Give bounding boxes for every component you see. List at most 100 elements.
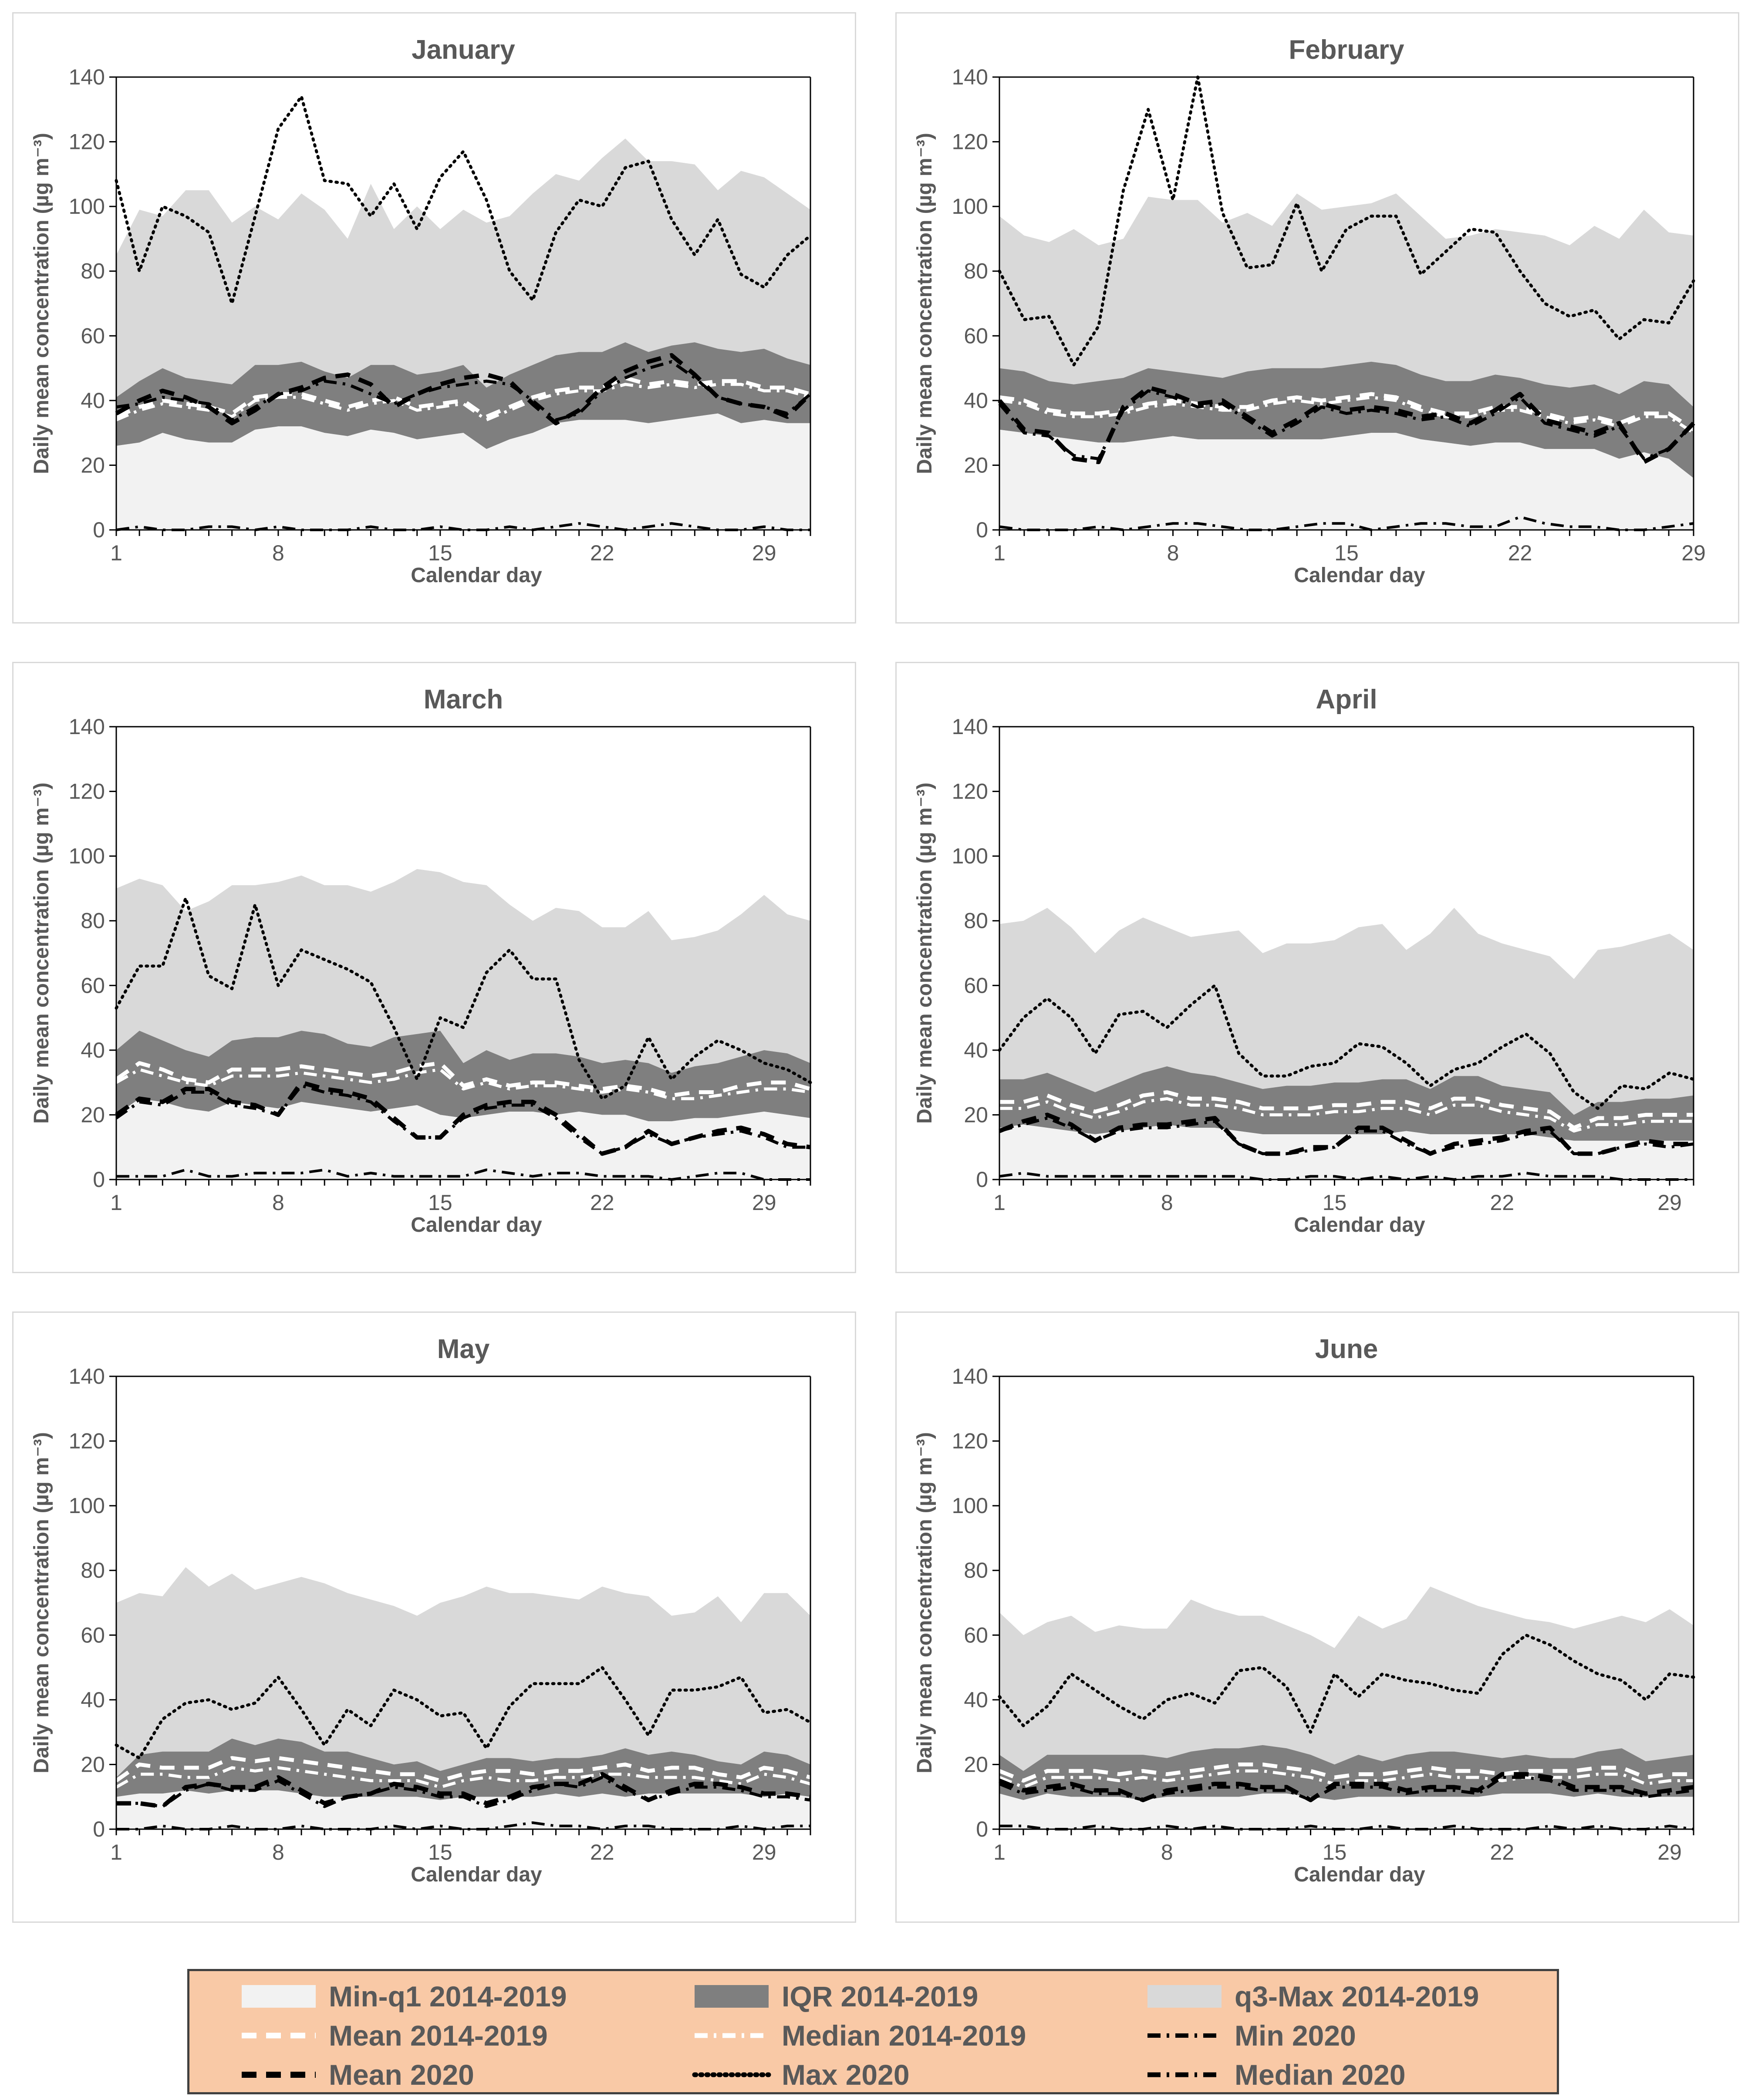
y-tick-label-may: 40 — [81, 1688, 105, 1712]
y-tick-label-march: 140 — [69, 715, 105, 739]
series-max2020-march — [115, 897, 812, 1100]
y-tick-label-march: 80 — [81, 909, 105, 933]
legend-swatch-iqr — [695, 1985, 769, 2008]
x-tick-label-january: 1 — [110, 541, 122, 565]
y-tick-label-february: 140 — [952, 65, 988, 89]
x-tick-label-may: 15 — [428, 1840, 452, 1864]
y-tick-label-april: 40 — [964, 1038, 988, 1062]
x-tick-label-february: 15 — [1334, 541, 1359, 565]
chart-panel-march: March 0 20 40 60 80 100 120 140 1 8 15 22 29 Calendar … — [12, 662, 856, 1273]
series-max2020-may — [115, 1666, 812, 1760]
y-tick-label-april: 100 — [952, 844, 988, 868]
x-axis-label-march: Calendar day — [411, 1213, 542, 1237]
x-axis-label-june: Calendar day — [1294, 1863, 1425, 1886]
y-tick-label-april: 60 — [964, 973, 988, 998]
series-mean-hist-june — [999, 1762, 1694, 1783]
chart-svg-april: April 0 20 40 60 80 100 120 140 1 8 15 22 29 Calendar … — [913, 684, 1695, 1237]
y-tick-label-march: 120 — [69, 779, 105, 804]
legend-label-q3max: q3-Max 2014-2019 — [1235, 1980, 1479, 2012]
y-tick-label-january: 100 — [69, 194, 105, 219]
series-median-hist-february — [999, 395, 1694, 435]
y-tick-label-april: 20 — [964, 1102, 988, 1127]
chart-panel-january: January 0 20 40 60 80 100 120 140 1 8 15 22 29 Calenda… — [12, 12, 856, 624]
x-tick-label-march: 1 — [110, 1190, 122, 1215]
band-q3-max-may — [116, 1567, 810, 1778]
x-axis-label-february: Calendar day — [1294, 564, 1425, 587]
y-tick-label-february: 120 — [952, 130, 988, 154]
x-tick-label-may: 8 — [272, 1840, 284, 1864]
chart-title-may: May — [437, 1334, 490, 1364]
band-q3-max-april — [999, 908, 1694, 1115]
x-tick-label-march: 22 — [590, 1190, 614, 1215]
y-tick-label-may: 80 — [81, 1558, 105, 1583]
band-q3-max-january — [116, 138, 810, 398]
series-mean2020-february — [998, 385, 1695, 464]
legend-swatch-minq1 — [242, 1985, 316, 2008]
x-tick-label-april: 22 — [1490, 1190, 1514, 1215]
series-mean-hist-may — [115, 1756, 811, 1783]
band-iqr-february — [999, 361, 1694, 479]
x-tick-label-june: 15 — [1323, 1840, 1347, 1864]
series-mean-hist-march — [115, 1061, 811, 1098]
y-tick-label-april: 0 — [976, 1167, 988, 1192]
y-tick-label-june: 140 — [952, 1364, 988, 1389]
series-max2020-february — [998, 75, 1695, 367]
series-max2020-january — [115, 95, 812, 305]
chart-panel-may: May 0 20 40 60 80 100 120 140 1 8 15 22 29 Calendar da… — [12, 1311, 856, 1923]
y-tick-label-june: 120 — [952, 1429, 988, 1453]
series-mean2020-may — [116, 1772, 811, 1809]
y-tick-label-january: 40 — [81, 388, 105, 413]
y-axis-label-june: Daily mean concentration (µg m⁻³) — [913, 1432, 936, 1773]
legend-label-mean2020: Mean 2020 — [329, 2059, 474, 2091]
x-tick-label-march: 15 — [428, 1190, 452, 1215]
y-tick-label-january: 60 — [81, 324, 105, 348]
x-tick-label-june: 22 — [1490, 1840, 1514, 1864]
x-tick-label-january: 22 — [590, 541, 614, 565]
y-tick-label-april: 120 — [952, 779, 988, 804]
y-axis-label-january: Daily mean concentration (µg m⁻³) — [30, 133, 53, 474]
chart-svg-february: February 0 20 40 60 80 100 120 140 1 8 15 22 29 Calend… — [913, 35, 1706, 587]
series-mean-hist-february — [999, 392, 1695, 431]
y-tick-label-may: 120 — [69, 1429, 105, 1453]
y-tick-label-february: 20 — [964, 453, 988, 477]
y-tick-label-may: 0 — [93, 1817, 105, 1841]
band-min-q1-may — [116, 1790, 810, 1829]
y-axis-label-may: Daily mean concentration (µg m⁻³) — [30, 1432, 53, 1773]
y-tick-label-march: 40 — [81, 1038, 105, 1062]
x-tick-label-february: 1 — [993, 541, 1006, 565]
legend-label-min2020: Min 2020 — [1235, 2019, 1356, 2052]
y-axis-label-february: Daily mean concentration (µg m⁻³) — [913, 133, 936, 474]
y-tick-label-march: 100 — [69, 844, 105, 868]
series-median-hist-may — [115, 1766, 811, 1789]
chart-title-march: March — [424, 684, 503, 715]
x-tick-label-february: 29 — [1681, 541, 1706, 565]
series-mean2020-march — [115, 1080, 811, 1156]
series-median-hist-january — [115, 383, 811, 421]
legend-svg: Min-q1 2014-2019 IQR 2014-2019 q3-Max 2014… — [242, 1980, 1479, 2091]
y-tick-label-march: 20 — [81, 1102, 105, 1127]
x-tick-label-april: 1 — [993, 1190, 1006, 1215]
band-q3-max-march — [116, 869, 810, 1073]
series-median2020-june — [999, 1776, 1694, 1802]
chart-svg-march: March 0 20 40 60 80 100 120 140 1 8 15 22 29 Calendar … — [30, 684, 812, 1237]
legend-label-median_hist: Median 2014-2019 — [782, 2019, 1026, 2052]
chart-panel-june: June 0 20 40 60 80 100 120 140 1 8 15 22 29 Calendar d… — [895, 1311, 1739, 1923]
y-tick-label-february: 0 — [976, 518, 988, 542]
x-tick-label-june: 1 — [993, 1840, 1006, 1864]
y-tick-label-june: 60 — [964, 1623, 988, 1647]
x-tick-label-february: 8 — [1167, 541, 1179, 565]
y-tick-label-may: 100 — [69, 1493, 105, 1518]
x-tick-label-may: 29 — [752, 1840, 776, 1864]
y-tick-label-february: 80 — [964, 259, 988, 283]
y-tick-label-january: 140 — [69, 65, 105, 89]
y-tick-label-april: 80 — [964, 909, 988, 933]
y-tick-label-february: 100 — [952, 194, 988, 219]
y-tick-label-may: 140 — [69, 1364, 105, 1389]
x-tick-label-may: 22 — [590, 1840, 614, 1864]
x-tick-label-february: 22 — [1508, 541, 1532, 565]
band-iqr-january — [116, 342, 810, 449]
series-mean2020-january — [115, 353, 812, 425]
chart-svg-january: January 0 20 40 60 80 100 120 140 1 8 15 22 29 Calenda… — [30, 35, 812, 587]
x-tick-label-march: 29 — [752, 1190, 776, 1215]
chart-panel-april: April 0 20 40 60 80 100 120 140 1 8 15 22 29 Calendar … — [895, 662, 1739, 1273]
